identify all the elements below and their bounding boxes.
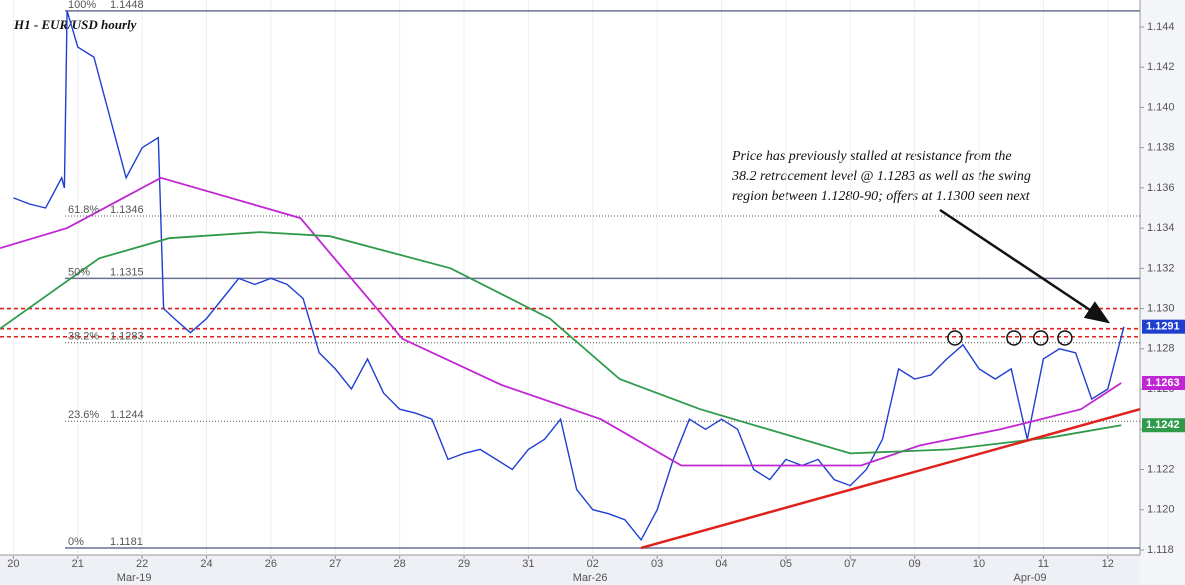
fib-label: 50% (68, 266, 90, 278)
fib-label: 23.6% (68, 409, 99, 421)
fib-value: 1.1346 (110, 204, 144, 216)
price-tag (1142, 418, 1185, 433)
series-line (13, 10, 1125, 542)
month-label: Mar-26 (573, 572, 608, 584)
x-tick-label: 07 (844, 558, 856, 570)
x-tick-label: 22 (136, 558, 148, 570)
x-tick-label: 04 (715, 558, 727, 570)
annotation-arrow (939, 208, 1111, 324)
swing-high (1006, 330, 1022, 346)
x-tick-label: 31 (522, 558, 534, 570)
fib-value: 1.1244 (110, 409, 144, 421)
chart-title: H1 - EUR/USD hourly (13, 17, 137, 32)
fib-label: 38.2% (68, 331, 99, 343)
y-tick-label: 1.144 (1147, 21, 1175, 33)
annotation: Price has previously stalled at resistan… (731, 149, 1012, 164)
x-tick-label: 10 (973, 558, 985, 570)
x-axis-strip (0, 555, 1140, 585)
month-label: Apr-09 (1014, 572, 1047, 584)
fib-value: 1.1283 (110, 331, 144, 343)
fib-label: 100% (68, 0, 96, 11)
annotation: 38.2 retracement level @ 1.1283 as well … (731, 169, 1031, 184)
x-tick-label: 21 (72, 558, 84, 570)
x-tick-label: 11 (1038, 558, 1049, 570)
x-tick-label: 26 (265, 558, 277, 570)
price-tag-label: 1.1291 (1146, 321, 1180, 333)
y-tick-label: 1.130 (1147, 302, 1175, 314)
y-tick-label: 1.118 (1147, 544, 1174, 556)
x-tick-label: 03 (651, 558, 663, 570)
swing-high (1033, 330, 1049, 346)
series-line (0, 176, 1122, 467)
x-tick-label: 12 (1102, 558, 1114, 570)
swing-high (947, 330, 963, 346)
x-tick-label: 24 (200, 558, 212, 570)
x-tick-label: 09 (909, 558, 921, 570)
price-tag (1142, 319, 1185, 334)
fib-value: 1.1448 (110, 0, 144, 11)
y-tick-label: 1.140 (1147, 101, 1175, 113)
price-tag-label: 1.1242 (1146, 419, 1180, 431)
x-tick-label: 27 (329, 558, 341, 570)
y-tick-label: 1.122 (1147, 463, 1175, 475)
y-tick-label: 1.134 (1147, 222, 1175, 234)
month-label: Mar-19 (117, 572, 152, 584)
x-tick-label: 02 (587, 558, 599, 570)
y-tick-label: 1.128 (1147, 343, 1175, 355)
y-tick-label: 1.132 (1147, 262, 1175, 274)
trendline (640, 407, 1141, 550)
x-tick-label: 05 (780, 558, 792, 570)
series-line (0, 231, 1122, 455)
fib-label: 61.8% (68, 204, 99, 216)
y-tick-label: 1.142 (1147, 61, 1175, 73)
fib-value: 1.1315 (110, 266, 144, 278)
fib-value: 1.1181 (110, 536, 143, 548)
price-tag-label: 1.1263 (1146, 377, 1180, 389)
annotation: region between 1.1280-90; offers at 1.13… (732, 189, 1031, 204)
x-tick-label: 29 (458, 558, 470, 570)
swing-high (1057, 330, 1073, 346)
y-tick-label: 1.138 (1147, 142, 1175, 154)
y-axis-strip (1140, 0, 1185, 585)
fib-label: 0% (68, 536, 84, 548)
x-tick-label: 20 (7, 558, 19, 570)
y-tick-label: 1.136 (1147, 182, 1175, 194)
x-tick-label: 28 (394, 558, 406, 570)
price-tag (1142, 376, 1185, 391)
y-tick-label: 1.120 (1147, 504, 1175, 516)
